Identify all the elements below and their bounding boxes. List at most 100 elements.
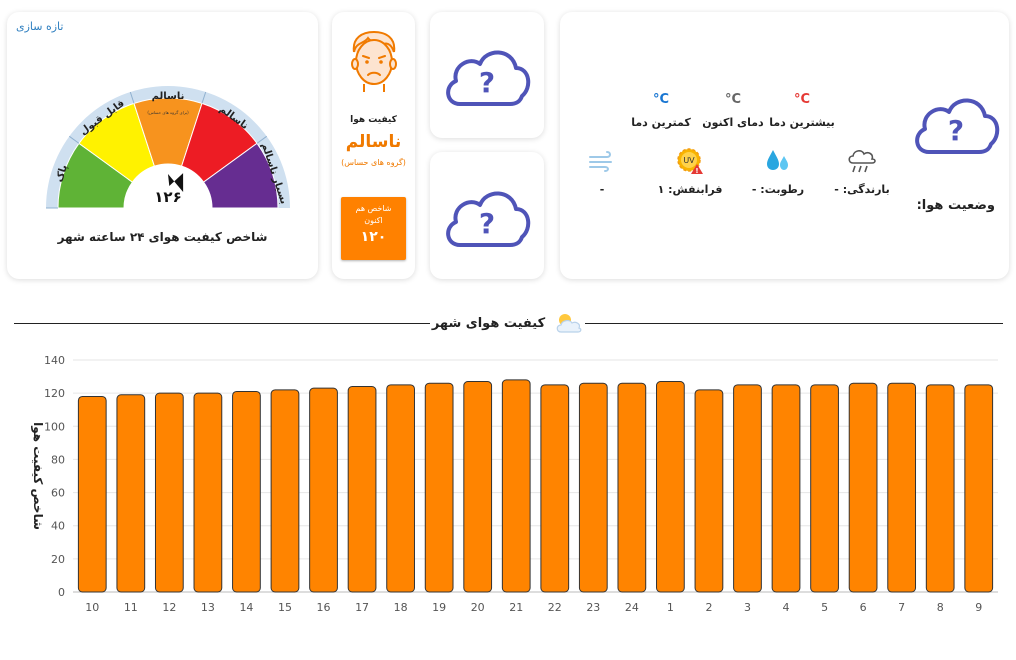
humidity-drops-icon bbox=[767, 150, 788, 170]
gauge-divider bbox=[201, 91, 207, 104]
stat-rain: بارندگی: - bbox=[822, 147, 902, 196]
x-tick-label: 15 bbox=[278, 601, 292, 614]
gauge-pointer bbox=[168, 173, 184, 193]
y-tick-label: 40 bbox=[51, 520, 65, 533]
x-tick-label: 23 bbox=[586, 601, 600, 614]
aqi-current-box: شاخص هم اکنون ۱۲۰ bbox=[341, 197, 406, 260]
y-tick-label: 0 bbox=[58, 586, 65, 599]
x-tick-label: 22 bbox=[548, 601, 562, 614]
gauge-sub-label: (برای گروه های حساس) bbox=[147, 110, 189, 115]
x-tick-label: 5 bbox=[821, 601, 828, 614]
x-tick-label: 19 bbox=[432, 601, 446, 614]
aqi-current-label: شاخص هم اکنون bbox=[355, 204, 392, 225]
bar-21 bbox=[501, 379, 531, 593]
bar-4 bbox=[771, 384, 801, 593]
gauge-value-label: ۱۲۶ bbox=[154, 188, 181, 206]
temp-min-label: کمترین دما bbox=[631, 116, 691, 129]
refresh-link[interactable]: تازه سازی bbox=[16, 20, 64, 33]
bar-11 bbox=[116, 394, 146, 593]
unknown-weather-cloud-icon: ? bbox=[915, 98, 1000, 154]
gauge-divider bbox=[129, 91, 135, 104]
bar-2 bbox=[694, 389, 724, 593]
x-tick-label: 10 bbox=[85, 601, 99, 614]
partly-cloudy-icon bbox=[556, 314, 582, 333]
x-tick-label: 3 bbox=[744, 601, 751, 614]
bar-6 bbox=[848, 382, 878, 593]
divider-left bbox=[14, 323, 430, 324]
y-tick-label: 80 bbox=[51, 453, 65, 466]
bar-1 bbox=[656, 381, 685, 593]
bar-18 bbox=[386, 384, 415, 593]
bar-15 bbox=[270, 389, 300, 593]
bar-13 bbox=[193, 392, 223, 593]
stat-wind-label: - bbox=[599, 183, 605, 196]
y-tick-label: 20 bbox=[51, 553, 65, 566]
bar-3 bbox=[733, 384, 762, 593]
x-tick-label: 13 bbox=[201, 601, 215, 614]
temp-now: C° دمای اکنون bbox=[696, 92, 770, 129]
temp-max-value: C° bbox=[793, 92, 811, 107]
gauge-segment-label-3: ناسالم bbox=[152, 91, 185, 102]
aqi-caption: کیفیت هوا bbox=[350, 115, 397, 125]
divider-right bbox=[585, 323, 1003, 324]
x-tick-label: 20 bbox=[471, 601, 485, 614]
temp-min: C° کمترین دما bbox=[624, 92, 698, 129]
section-title-text: کیفیت هوای شهر bbox=[431, 315, 546, 331]
bar-9 bbox=[964, 384, 994, 593]
x-tick-label: 21 bbox=[509, 601, 523, 614]
temp-now-value: C° bbox=[724, 92, 742, 107]
gauge-divider bbox=[69, 135, 80, 144]
bar-19 bbox=[424, 382, 454, 593]
unknown-weather-cloud-icon: ? bbox=[446, 191, 531, 247]
gauge-title: شاخص کیفیت هوای ۲۴ ساعته شهر bbox=[57, 230, 268, 244]
bar-5 bbox=[810, 384, 839, 593]
x-tick-label: 1 bbox=[667, 601, 674, 614]
x-tick-label: 7 bbox=[898, 601, 905, 614]
bar-10 bbox=[77, 395, 107, 593]
forecast-card-1: ? bbox=[430, 12, 544, 138]
gauge-center bbox=[124, 164, 212, 208]
unknown-weather-cloud-icon: ? bbox=[446, 50, 531, 106]
svg-text:?: ? bbox=[479, 66, 495, 99]
x-tick-label: 9 bbox=[975, 601, 982, 614]
aqi-card: کیفیت هوا ناسالم (گروه های حساس) شاخص هم… bbox=[332, 12, 415, 279]
svg-text:!: ! bbox=[695, 167, 698, 175]
bar-7 bbox=[887, 382, 917, 593]
sad-face-icon bbox=[351, 30, 397, 92]
weather-card: ? وضعیت هوا: C° بیشترین دما C° دمای اکنو… bbox=[560, 12, 1009, 279]
stat-uv-label: فرابنفش: ۱ bbox=[657, 183, 723, 196]
temp-min-value: C° bbox=[652, 92, 670, 107]
x-tick-label: 11 bbox=[124, 601, 138, 614]
aqi-status: ناسالم bbox=[345, 132, 402, 152]
aqi-current-value: ۱۲۰ bbox=[360, 229, 387, 245]
temp-max-label: بیشترین دما bbox=[769, 116, 835, 129]
x-tick-label: 24 bbox=[625, 601, 639, 614]
uv-sun-icon: UV ! bbox=[677, 148, 703, 175]
x-tick-label: 8 bbox=[937, 601, 944, 614]
svg-text:?: ? bbox=[948, 114, 964, 147]
y-axis-label: شاخص کیفیت هوا bbox=[30, 422, 45, 530]
forecast-card-2: ? bbox=[430, 152, 544, 279]
temp-now-label: دمای اکنون bbox=[702, 116, 764, 129]
x-tick-label: 18 bbox=[394, 601, 408, 614]
rain-cloud-icon bbox=[848, 150, 876, 173]
bar-22 bbox=[540, 384, 570, 593]
stat-wind: - bbox=[562, 147, 642, 196]
weather-status-label: وضعیت هوا: bbox=[916, 198, 995, 213]
x-tick-label: 4 bbox=[783, 601, 790, 614]
bar-24 bbox=[617, 382, 647, 593]
y-tick-label: 140 bbox=[44, 354, 65, 367]
x-tick-label: 14 bbox=[239, 601, 253, 614]
y-tick-label: 100 bbox=[44, 420, 65, 433]
section-title: کیفیت هوای شهر bbox=[430, 311, 585, 335]
stat-rain-label: بارندگی: - bbox=[834, 183, 890, 196]
stat-humidity: رطوبت: - bbox=[738, 147, 818, 196]
temp-max: C° بیشترین دما bbox=[765, 92, 839, 129]
y-tick-label: 60 bbox=[51, 487, 65, 500]
bar-20 bbox=[463, 381, 493, 593]
bar-14 bbox=[232, 390, 261, 593]
bar-12 bbox=[154, 392, 184, 593]
gauge-divider bbox=[256, 135, 267, 144]
